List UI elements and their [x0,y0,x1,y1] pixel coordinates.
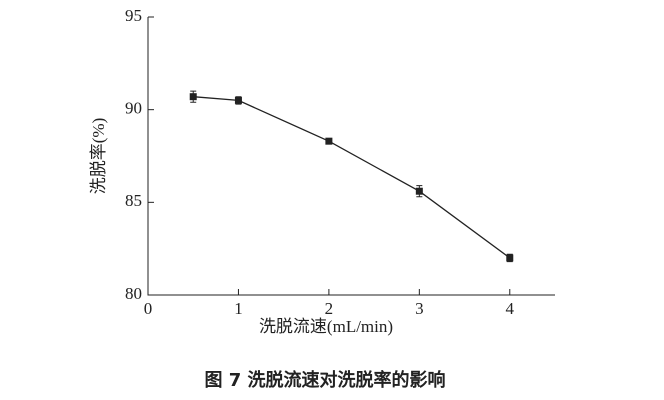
y-tick-label: 90 [125,99,142,118]
data-point [415,187,423,195]
data-point [506,254,514,262]
y-axis-label: 洗脱率(%) [89,118,108,194]
x-tick-label: 4 [506,299,515,318]
caption: 图 7 洗脱流速对洗脱率的影响 [204,369,445,391]
x-tick-label: 2 [325,299,334,318]
data-point [325,137,333,145]
x-tick-label: 0 [144,299,153,318]
y-tick-label: 80 [125,284,142,303]
data-point [189,93,197,101]
x-tick-label: 1 [234,299,243,318]
x-axis-label: 洗脱流速(mL/min) [259,317,393,336]
x-tick-label: 3 [415,299,424,318]
data-line [193,96,511,259]
axes [147,17,555,296]
data-point [234,96,242,104]
y-tick-label: 85 [125,191,142,210]
y-tick-label: 95 [125,6,142,25]
